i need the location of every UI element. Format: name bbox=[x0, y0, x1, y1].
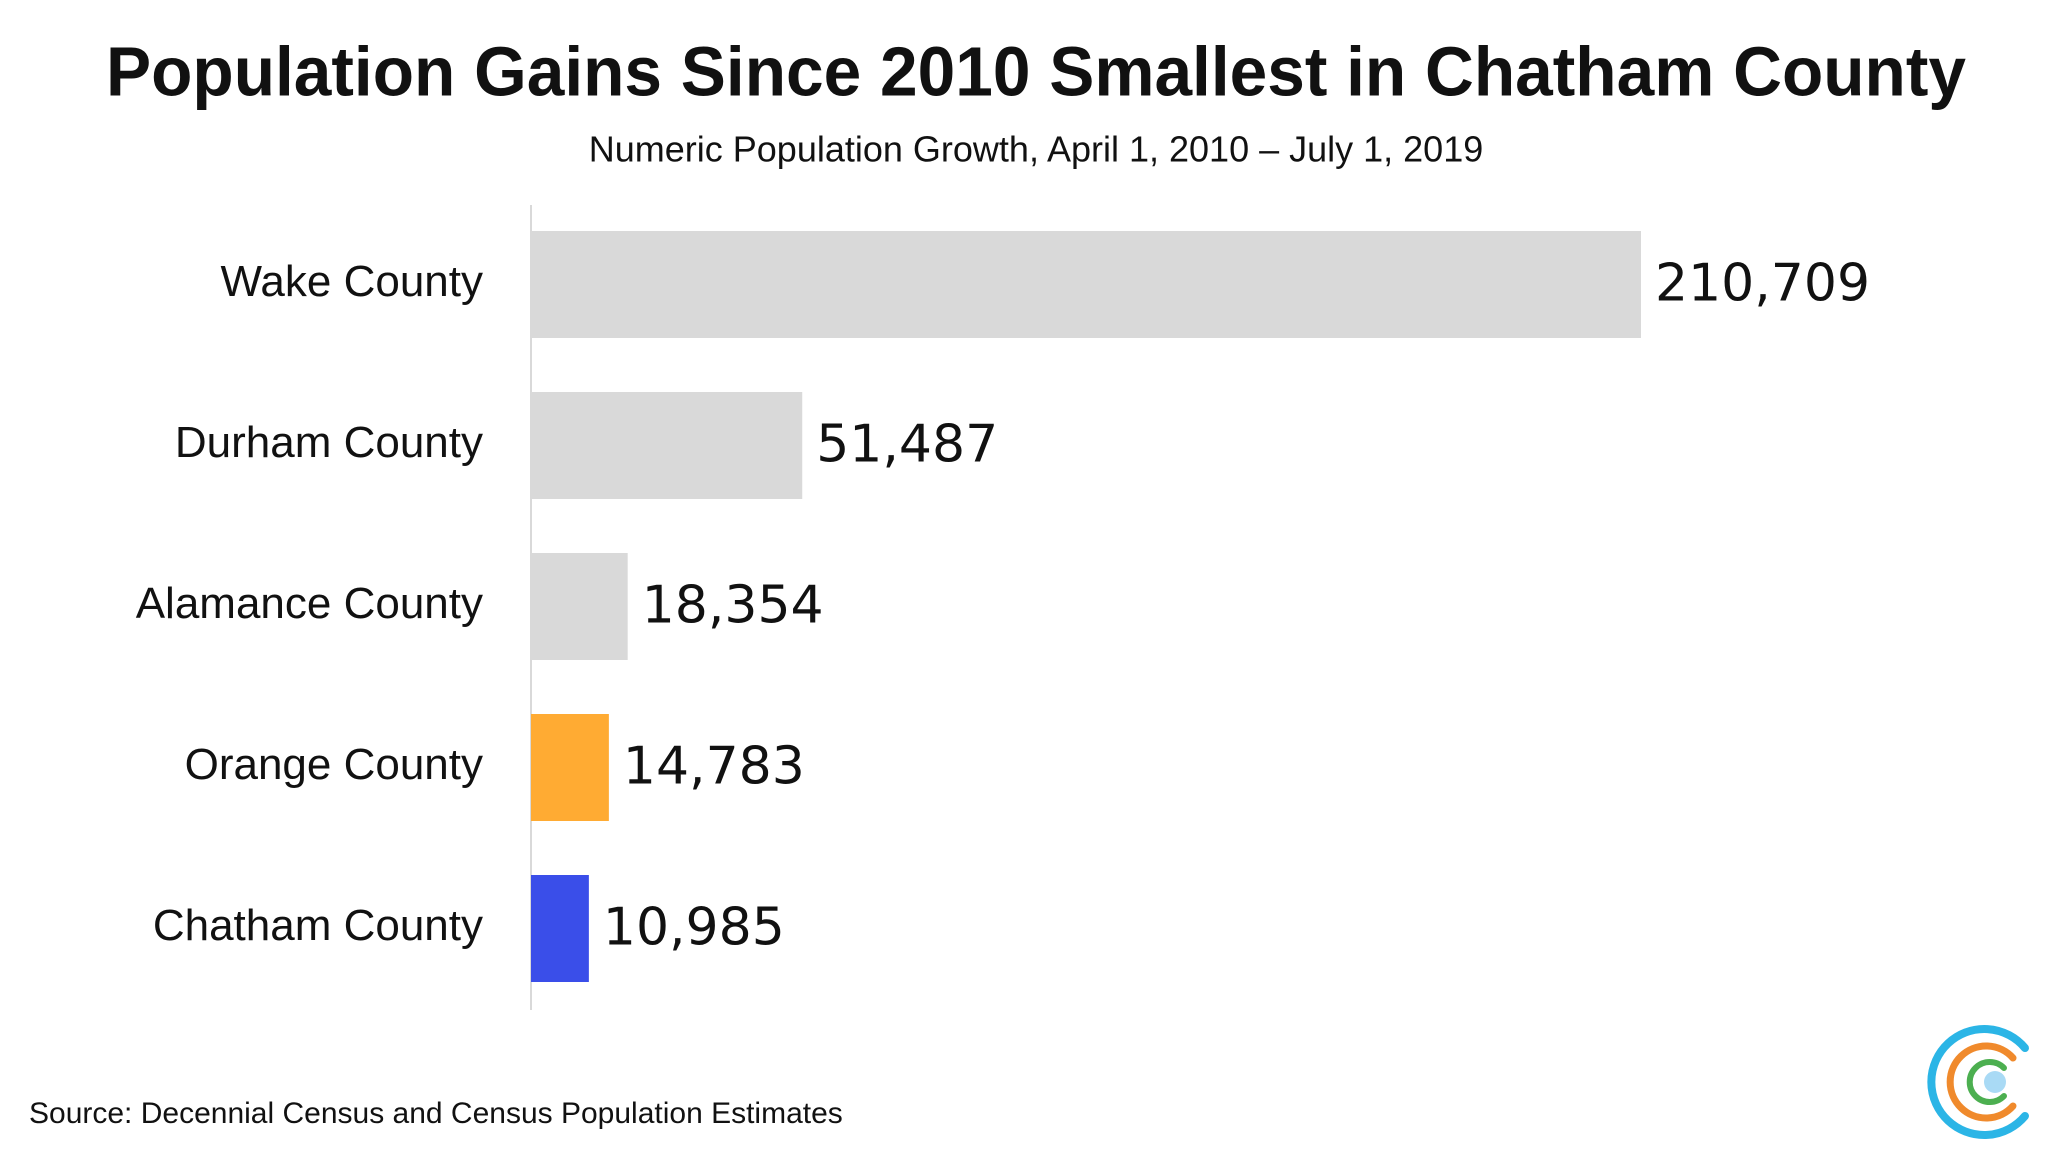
value-label: 10,985 bbox=[603, 898, 785, 958]
category-label: Durham County bbox=[175, 418, 483, 467]
source-note: Source: Decennial Census and Census Popu… bbox=[29, 1097, 843, 1130]
bar bbox=[531, 875, 589, 982]
bar bbox=[531, 392, 803, 499]
value-label: 51,487 bbox=[816, 415, 998, 475]
category-label: Wake County bbox=[221, 257, 483, 306]
value-label: 210,709 bbox=[1655, 254, 1870, 314]
value-label: 14,783 bbox=[623, 737, 805, 797]
category-label: Alamance County bbox=[136, 579, 483, 628]
bar bbox=[531, 553, 628, 660]
logo bbox=[1927, 1025, 2029, 1139]
category-label: Chatham County bbox=[153, 901, 483, 950]
bar bbox=[531, 231, 1641, 338]
bar bbox=[531, 714, 609, 821]
chart-title: Population Gains Since 2010 Smallest in … bbox=[106, 32, 1966, 110]
chart-subtitle: Numeric Population Growth, April 1, 2010… bbox=[589, 129, 1484, 170]
value-label: 18,354 bbox=[642, 576, 824, 636]
category-label: Orange County bbox=[185, 740, 483, 789]
